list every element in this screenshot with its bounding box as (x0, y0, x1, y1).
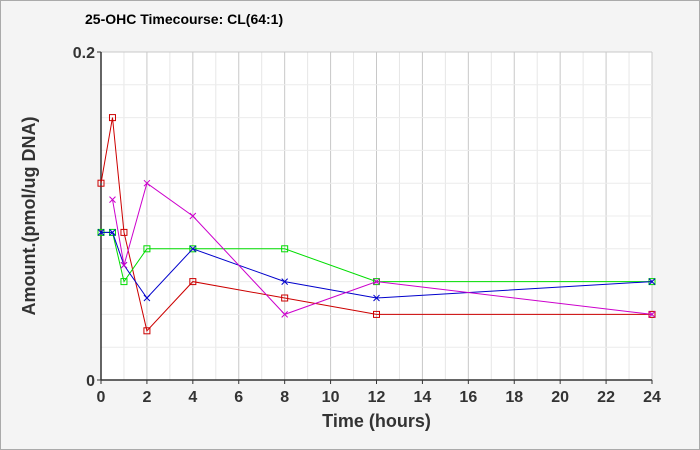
data-point (373, 310, 380, 318)
data-point (120, 228, 128, 236)
data-point (109, 229, 116, 236)
series-2 (97, 228, 656, 286)
series-line (101, 231, 653, 299)
data-point (189, 245, 197, 253)
x-tick-label: 4 (188, 389, 197, 406)
x-tick-label: 24 (643, 389, 661, 406)
data-point (108, 114, 116, 122)
data-point (109, 196, 116, 203)
x-tick-label: 6 (234, 389, 243, 406)
marker-stroke (97, 229, 105, 236)
data-point (648, 278, 656, 285)
marker-stroke (143, 294, 151, 302)
data-point (373, 294, 380, 302)
data-point (281, 311, 289, 318)
marker-stroke (373, 294, 380, 302)
data-point (143, 327, 151, 335)
marker-stroke (648, 278, 656, 285)
data-point (189, 212, 197, 220)
x-tick-label: 10 (322, 389, 340, 406)
y-tick-label: 0.2 (73, 45, 95, 62)
x-tick-label: 0 (97, 389, 106, 406)
marker-stroke (109, 196, 116, 203)
marker-stroke (373, 278, 380, 285)
data-point (281, 278, 289, 285)
data-point (120, 278, 128, 286)
x-tick-label: 16 (459, 389, 477, 406)
data-point (143, 294, 151, 302)
data-point (373, 278, 380, 285)
x-axis-title: Time (hours) (322, 411, 431, 431)
marker-stroke (109, 229, 116, 236)
series-line (100, 117, 652, 332)
series-line (101, 231, 652, 283)
marker-stroke (281, 278, 289, 285)
axes (97, 51, 653, 384)
series-layer (97, 114, 656, 335)
series-3 (97, 229, 656, 302)
data-point (281, 245, 289, 253)
data-point (97, 229, 105, 236)
x-tick-label: 2 (142, 389, 151, 406)
x-tick-label: 18 (505, 389, 523, 406)
data-point (143, 245, 151, 253)
data-point (97, 179, 105, 187)
x-tick-label: 12 (368, 389, 386, 406)
x-tick-label: 22 (597, 389, 615, 406)
marker-stroke (648, 311, 656, 318)
x-tick-label: 14 (414, 389, 432, 406)
series-4 (109, 179, 656, 318)
data-point (189, 245, 197, 253)
data-point (143, 179, 151, 187)
marker-stroke (281, 311, 289, 318)
x-tick-label: 20 (551, 389, 569, 406)
data-point (648, 311, 656, 318)
marker-stroke (120, 261, 128, 269)
marker-stroke (143, 179, 151, 187)
marker-stroke (189, 245, 197, 253)
y-axis-title: Amount.(pmol/ug DNA) (19, 117, 39, 316)
data-point (189, 278, 197, 286)
series-1 (97, 114, 656, 335)
x-tick-label: 8 (280, 389, 289, 406)
marker-stroke (189, 212, 197, 220)
data-point (281, 294, 289, 302)
chart-title: 25-OHC Timecourse: CL(64:1) (85, 11, 284, 27)
y-tick-label: 0 (86, 373, 95, 390)
data-point (120, 261, 128, 269)
